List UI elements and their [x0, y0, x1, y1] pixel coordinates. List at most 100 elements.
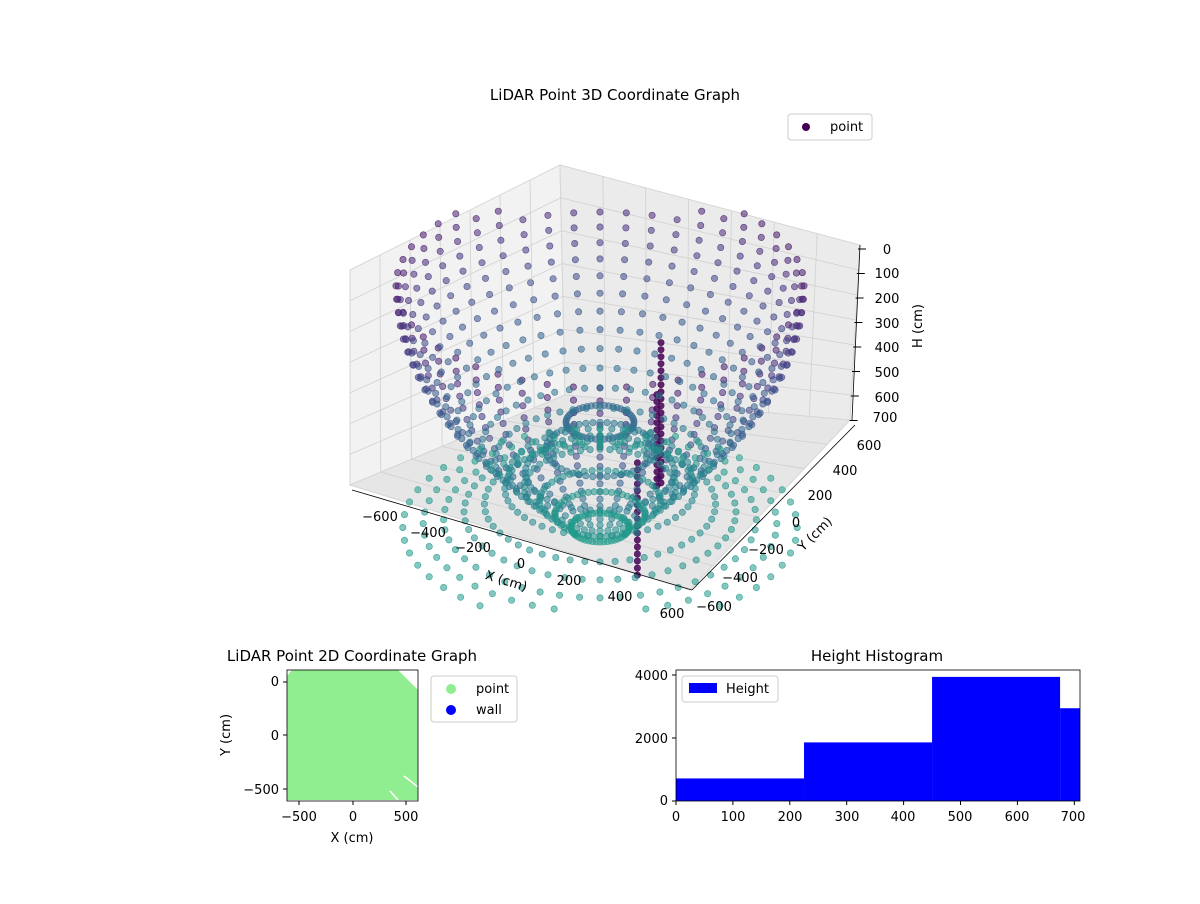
point3d [433, 400, 441, 408]
point3d [413, 284, 421, 292]
point3d [489, 522, 497, 530]
point3d [542, 456, 550, 464]
point3d [433, 302, 441, 310]
point3d [791, 511, 799, 519]
point3d [461, 499, 469, 507]
point3d [524, 396, 532, 404]
grid-line [529, 179, 535, 408]
point3d [614, 575, 622, 583]
point3d [520, 432, 528, 440]
point3d [451, 546, 459, 554]
point3d [608, 437, 616, 445]
point3d [571, 240, 579, 248]
point3d [530, 464, 538, 472]
point3d [688, 472, 696, 480]
point3d [440, 516, 448, 524]
point3d [400, 536, 408, 544]
plot3d-legend: point [787, 113, 873, 141]
point3d [522, 425, 530, 433]
point3d [453, 416, 461, 424]
point3d [520, 231, 528, 239]
point3d [488, 466, 496, 474]
point3d [461, 477, 469, 485]
point3d [750, 277, 758, 285]
point3d [596, 345, 604, 353]
point3d [673, 336, 681, 344]
point3d [478, 412, 486, 420]
point3d [745, 406, 753, 414]
plot3d-title: LiDAR Point 3D Coordinate Graph [490, 86, 740, 104]
point3d [433, 378, 441, 386]
point3d [606, 521, 614, 529]
point3d [596, 576, 604, 584]
point3d [590, 488, 598, 496]
point3d [727, 490, 735, 498]
point3d [440, 583, 448, 591]
point3d [499, 252, 507, 260]
point3d [720, 563, 728, 571]
point3d [504, 497, 512, 505]
plot2d-y-ticks: 0 0 −500 [243, 675, 287, 798]
point3d [693, 252, 701, 260]
point3d [596, 208, 604, 216]
grid-line [602, 176, 607, 399]
histogram: Height Histogram 0 100 200 300 400 500 6… [635, 647, 1086, 825]
point3d [767, 573, 775, 581]
point3d [788, 323, 796, 331]
point3d [452, 307, 460, 315]
point3d [646, 242, 654, 250]
point3d [711, 493, 719, 501]
point3d [687, 284, 695, 292]
point3d [619, 462, 627, 470]
point3d [727, 525, 735, 533]
histogram-bar [932, 676, 1061, 801]
point3d [689, 383, 697, 391]
point3d [621, 240, 629, 248]
plot2d-x-ticks: −500 0 500 [281, 801, 418, 825]
point3d [522, 246, 530, 254]
point3d [472, 215, 480, 223]
point3d [491, 456, 499, 464]
point3d [596, 466, 604, 474]
point3d [460, 508, 468, 516]
point3d [536, 443, 544, 451]
point3d [738, 238, 746, 246]
y2d-tick-label: 0 [271, 729, 279, 744]
plot3d-x-ticks: −600 −400 −200 0 200 400 600 [362, 510, 684, 622]
point3d [503, 383, 511, 391]
point3d [544, 211, 552, 219]
point3d [437, 368, 445, 376]
point3d [433, 553, 441, 561]
point3d [673, 216, 681, 224]
point3d [654, 522, 662, 530]
point3d [720, 380, 728, 388]
point3d [571, 256, 579, 264]
point3d [709, 373, 717, 381]
grid-line [564, 361, 852, 396]
point3d [608, 488, 616, 496]
point3d [640, 447, 648, 455]
point3d [729, 364, 737, 372]
point3d [778, 325, 786, 333]
point3d [645, 258, 653, 266]
plot2d-point-cloud [287, 670, 418, 800]
plot3d: LiDAR Point 3D Coordinate Graph −600 −40… [348, 86, 926, 622]
point3d [596, 272, 604, 280]
point3d [736, 466, 744, 474]
point3d [485, 460, 493, 468]
point3d [776, 374, 784, 382]
point3d [691, 454, 699, 462]
point3d [394, 282, 402, 290]
point3d [495, 365, 503, 373]
point3d [722, 534, 730, 542]
point3d [556, 328, 564, 336]
hist-x-tick-label: 100 [721, 810, 746, 825]
point3d [452, 210, 460, 218]
point3d [516, 377, 524, 385]
point3d [615, 345, 623, 353]
point3d [414, 561, 422, 569]
y3d-tick-label: 600 [857, 439, 882, 454]
point3d [671, 513, 679, 521]
point3d [753, 382, 761, 390]
point3d [469, 413, 477, 421]
